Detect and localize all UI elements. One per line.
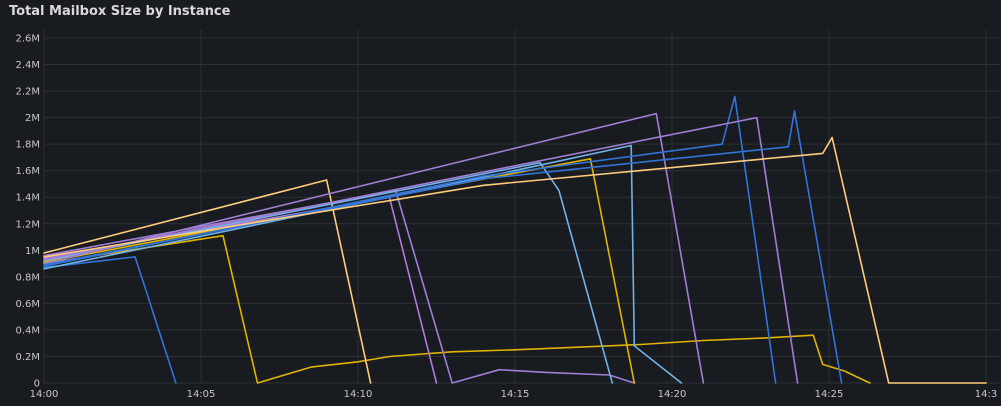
panel-title: Total Mailbox Size by Instance — [9, 4, 231, 19]
y-tick-label: 1.2M — [15, 219, 40, 230]
y-tick-label: 0.2M — [15, 352, 40, 363]
x-tick-label: 14:15 — [501, 389, 530, 400]
series-line-11[interactable] — [43, 116, 799, 384]
y-tick-label: 0.8M — [15, 272, 40, 283]
series-line-7[interactable] — [43, 158, 636, 384]
series-line-9[interactable] — [43, 112, 705, 384]
series-line-1[interactable] — [43, 256, 177, 384]
y-tick-label: 2.6M — [15, 34, 40, 45]
series-line-10[interactable] — [43, 95, 777, 384]
y-tick-label: 2.2M — [15, 87, 40, 98]
y-axis: 0 0.2M 0.4M 0.6M 0.8M 1M 1.2M 1.4M 1.6M 1.8M 2M 2.2… — [15, 34, 40, 390]
y-tick-label: 2.4M — [15, 60, 40, 71]
x-tick-label: 14:25 — [815, 389, 844, 400]
x-tick-label: 14:10 — [344, 389, 373, 400]
series-line-13[interactable] — [43, 136, 987, 384]
series-group — [43, 95, 987, 384]
x-tick-label: 14:00 — [30, 389, 59, 400]
y-tick-label: 2M — [25, 113, 40, 124]
y-tick-label: 0.4M — [15, 325, 40, 336]
series-line-3[interactable] — [43, 179, 372, 384]
y-tick-label: 1.6M — [15, 166, 40, 177]
y-tick-label: 0.6M — [15, 299, 40, 310]
chart-grid — [43, 30, 1000, 384]
y-tick-label: 1.4M — [15, 193, 40, 204]
y-tick-label: 1.8M — [15, 140, 40, 151]
x-tick-label: 14:3 — [975, 389, 997, 400]
x-tick-label: 14:20 — [658, 389, 687, 400]
series-line-2[interactable] — [43, 234, 871, 384]
y-tick-label: 1M — [25, 246, 40, 257]
y-tick-label: 0 — [34, 379, 40, 390]
series-line-12[interactable] — [43, 110, 843, 384]
x-axis: 14:00 14:05 14:10 14:15 14:20 14:25 14:3 — [30, 389, 998, 400]
series-line-4[interactable] — [43, 189, 636, 384]
series-line-6[interactable] — [43, 161, 614, 384]
x-tick-label: 14:05 — [187, 389, 216, 400]
